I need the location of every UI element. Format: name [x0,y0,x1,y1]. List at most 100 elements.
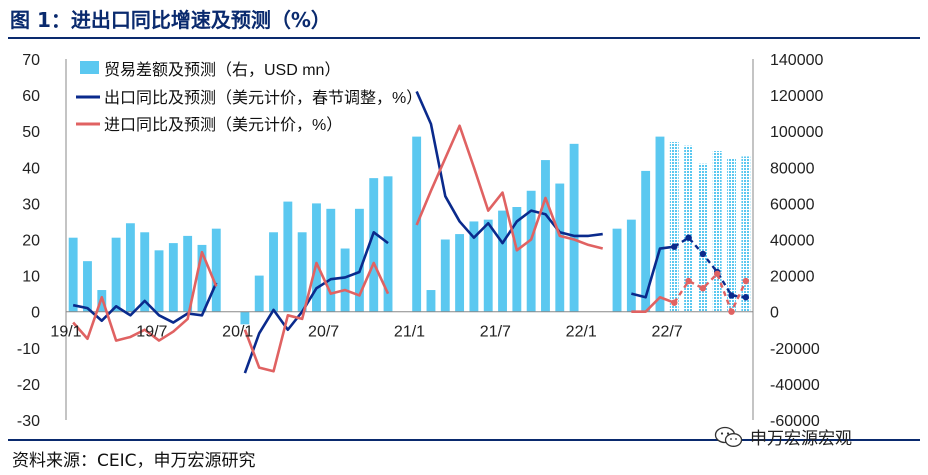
x-tick-label: 19/1 [50,324,81,341]
import-yoy-line [72,250,218,342]
trade-balance-forecast-bar [684,145,694,312]
right-tick-label: 40000 [770,233,815,250]
watermark: 申万宏源宏观 [714,424,852,449]
trade-balance-forecast-bar [727,158,736,312]
legend-label: 贸易差额及预测（右，USD mn） [104,61,340,79]
right-tick-label: 60000 [770,196,815,213]
x-tick-label: 20/7 [308,324,339,341]
right-tick-label: 80000 [770,160,815,177]
export-forecast-point [742,294,750,301]
export-yoy-line [243,230,389,374]
trade-balance-bar [469,221,479,312]
x-tick-label: 22/1 [566,324,597,341]
x-tick-label: 20/1 [222,324,253,341]
trade-balance-bar [569,143,579,312]
wechat-icon [714,426,743,447]
title-rule [8,37,920,39]
trade-balance-bar [168,243,178,312]
right-tick-label: -60000 [770,413,820,430]
left-tick-label: 70 [22,52,40,69]
trade-balance-bar [140,232,150,312]
left-tick-label: 60 [22,88,40,105]
right-tick-label: -20000 [770,341,820,358]
import-yoy-line [415,124,604,252]
export-forecast-point [699,250,707,258]
trade-balance-forecast-bar [669,142,679,312]
x-tick-label: 21/7 [480,324,511,341]
import-yoy-line [631,295,675,314]
import-forecast-point [742,277,750,285]
trade-balance-bars [68,136,751,325]
import-forecast-line [673,271,747,315]
trade-balance-bar [455,234,465,312]
import-yoy-line [243,261,390,373]
trade-balance-bar [183,235,193,312]
left-tick-label: 0 [31,305,40,322]
trade-balance-bar [541,160,550,312]
trade-balance-bar [498,210,507,312]
trade-balance-bar [440,239,450,312]
trade-balance-bar [655,136,665,312]
x-axis-ticks: 19/1 19/7 20/1 20/7 21/1 21/7 22/1 22/7 [50,324,682,341]
trade-balance-bar [369,178,379,312]
trade-balance-bar [340,248,350,312]
export-forecast-point [685,234,692,241]
watermark-text: 申万宏源宏观 [750,429,852,449]
right-tick-label: 0 [770,305,779,322]
legend-label: 出口同比及预测（美元计价，春节调整，%） [104,89,422,107]
trade-balance-bar [526,190,536,312]
trade-balance-bar [612,228,622,312]
import-forecast-point [699,285,707,292]
left-tick-label: 50 [22,124,40,141]
trade-balance-bar [326,208,336,312]
x-tick-label: 19/7 [136,324,167,341]
right-tick-label: 140000 [770,52,823,69]
left-tick-label: 10 [22,269,40,286]
trade-balance-bar [426,290,436,312]
import-forecast-point [671,299,678,306]
trade-balance-bar [283,201,293,312]
x-tick-label: 22/7 [652,324,683,341]
left-tick-label: 30 [22,196,40,213]
left-tick-label: 20 [22,233,40,250]
trade-balance-bar [512,207,522,312]
left-tick-label: 40 [22,160,40,177]
left-tick-label: -10 [17,341,40,358]
trade-balance-bar [254,275,264,312]
trade-balance-forecast-bar [712,151,722,312]
trade-balance-bar [297,232,307,312]
right-axis-ticks: -60000 -40000 -20000 0 20000 40000 60000 80000 1… [770,52,823,430]
trade-balance-bar [197,244,207,312]
trade-balance-bar [312,203,321,312]
right-tick-label: 100000 [770,124,823,141]
trade-balance-bar [211,228,221,312]
left-tick-label: -20 [17,377,40,394]
chart: -30 -20 -10 0 10 20 30 40 50 60 70 -60000 -40000 -20… [17,52,824,430]
export-yoy-line [631,245,675,299]
trade-balance-bar [555,183,565,312]
trade-balance-bar [354,208,364,312]
right-tick-label: -40000 [770,377,820,394]
export-forecast-point [728,292,735,299]
trade-balance-bar [269,232,278,312]
trade-balance-bar [83,261,92,312]
legend-label: 进口同比及预测（美元计价，%） [104,116,342,134]
export-forecast-point [671,243,678,250]
source-note: 资料来源：CEIC，申万宏源研究 [12,451,256,471]
trade-balance-bar [111,237,121,312]
left-axis-ticks: -30 -20 -10 0 10 20 30 40 50 60 70 [17,52,40,430]
legend: 贸易差额及预测（右，USD mn） 出口同比及预测（美元计价，春节调整，%） 进口同… [76,61,422,134]
trade-balance-bar [68,237,78,312]
left-tick-label: -30 [17,413,40,430]
trade-balance-forecast-bar [698,163,708,312]
export-yoy-line [72,282,218,324]
x-tick-label: 21/1 [394,324,425,341]
yoy-lines [72,90,750,374]
trade-balance-bar [626,219,636,312]
legend-swatch-bar [80,61,99,74]
trade-balance-bar [240,311,250,325]
import-forecast-point [685,277,692,285]
right-tick-label: 120000 [770,88,823,105]
footer-rule [8,439,920,441]
export-yoy-line [415,90,603,245]
